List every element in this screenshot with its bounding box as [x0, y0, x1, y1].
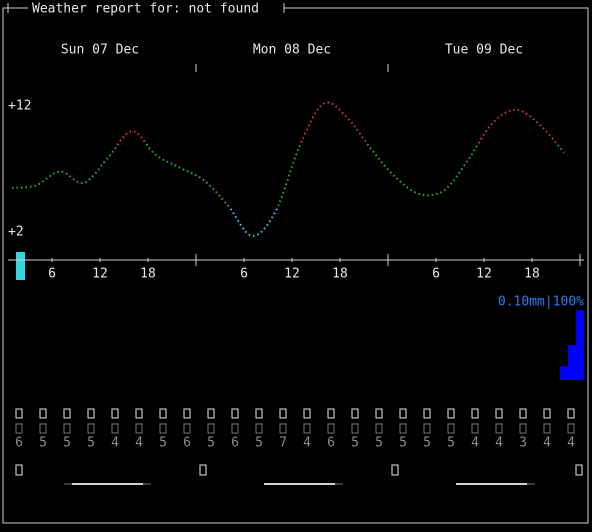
wind-arrow [39, 423, 47, 434]
weather-icon [255, 408, 263, 419]
weather-icon [351, 408, 359, 419]
weather-icon [159, 408, 167, 419]
wind-speed: 5 [39, 436, 47, 451]
weather-icon [63, 408, 71, 419]
x-tick-label: 18 [332, 267, 348, 282]
wind-arrow [279, 423, 287, 434]
y-tick-label: +12 [8, 99, 31, 114]
x-tick-label: 18 [524, 267, 540, 282]
wind-arrow [471, 423, 479, 434]
wind-speed: 4 [495, 436, 503, 451]
precip-label: 0.10mm|100% [498, 295, 584, 310]
wind-speed: 5 [375, 436, 383, 451]
wind-arrow [567, 423, 575, 434]
wind-arrow [207, 423, 215, 434]
wind-arrow [63, 423, 71, 434]
wind-speed: 5 [399, 436, 407, 451]
day-label: Tue 09 Dec [445, 43, 523, 58]
wind-speed: 5 [159, 436, 167, 451]
wind-speed: 4 [111, 436, 119, 451]
wind-arrow [519, 423, 527, 434]
wind-speed: 7 [279, 436, 287, 451]
wind-arrow [87, 423, 95, 434]
wind-speed: 5 [447, 436, 455, 451]
wind-speed: 5 [423, 436, 431, 451]
wind-speed: 5 [351, 436, 359, 451]
weather-icon [567, 408, 575, 419]
wind-speed: 5 [255, 436, 263, 451]
y-tick-label: +2 [8, 225, 24, 240]
weather-icon [15, 408, 23, 419]
weather-icon [471, 408, 479, 419]
weather-icon [495, 408, 503, 419]
x-tick-label: 12 [92, 267, 108, 282]
day-label: Mon 08 Dec [253, 43, 331, 58]
x-tick-label: 12 [476, 267, 492, 282]
wind-speed: 6 [231, 436, 239, 451]
moon-icon [15, 464, 23, 476]
moon-icon [391, 464, 399, 476]
title: Weather report for: not found [32, 2, 259, 17]
wind-arrow [423, 423, 431, 434]
moon-icon [575, 464, 583, 476]
x-tick-label: 12 [284, 267, 300, 282]
wind-arrow [111, 423, 119, 434]
weather-icon [303, 408, 311, 419]
wind-speed: 3 [519, 436, 527, 451]
x-tick-label: 6 [240, 267, 248, 282]
day-label: Sun 07 Dec [61, 43, 139, 58]
weather-icon [183, 408, 191, 419]
wind-arrow [375, 423, 383, 434]
weather-icon [231, 408, 239, 419]
wind-speed: 4 [543, 436, 551, 451]
x-tick-label: 18 [140, 267, 156, 282]
wind-arrow [447, 423, 455, 434]
x-tick-label: 6 [432, 267, 440, 282]
x-tick-label: 6 [48, 267, 56, 282]
wind-speed: 4 [567, 436, 575, 451]
precip-bar [568, 345, 576, 380]
wind-arrow [255, 423, 263, 434]
weather-icon [279, 408, 287, 419]
wind-arrow [543, 423, 551, 434]
weather-icon [447, 408, 455, 419]
precip-bar [560, 366, 568, 380]
wind-speed: 5 [63, 436, 71, 451]
wind-arrow [15, 423, 23, 434]
weather-icon [423, 408, 431, 419]
wind-speed: 6 [15, 436, 23, 451]
wind-arrow [327, 423, 335, 434]
precip-bar [576, 310, 584, 380]
weather-icon [87, 408, 95, 419]
wind-arrow [231, 423, 239, 434]
wind-speed: 4 [471, 436, 479, 451]
temperature-line [11, 101, 565, 237]
weather-icon [543, 408, 551, 419]
wind-arrow [183, 423, 191, 434]
moon-icon [199, 464, 207, 476]
weather-icon [39, 408, 47, 419]
wind-arrow [495, 423, 503, 434]
weather-icon [399, 408, 407, 419]
wind-arrow [159, 423, 167, 434]
weather-icon [327, 408, 335, 419]
weather-icon [135, 408, 143, 419]
wind-speed: 4 [303, 436, 311, 451]
weather-icon [207, 408, 215, 419]
weather-icon [375, 408, 383, 419]
wind-speed: 4 [135, 436, 143, 451]
wind-arrow [351, 423, 359, 434]
weather-icon [111, 408, 119, 419]
wind-speed: 5 [207, 436, 215, 451]
weather-icon [519, 408, 527, 419]
now-marker [16, 252, 25, 280]
wind-speed: 5 [87, 436, 95, 451]
wind-speed: 6 [183, 436, 191, 451]
wind-arrow [399, 423, 407, 434]
wind-arrow [303, 423, 311, 434]
wind-speed: 6 [327, 436, 335, 451]
frame [2, 3, 589, 524]
wind-arrow [135, 423, 143, 434]
